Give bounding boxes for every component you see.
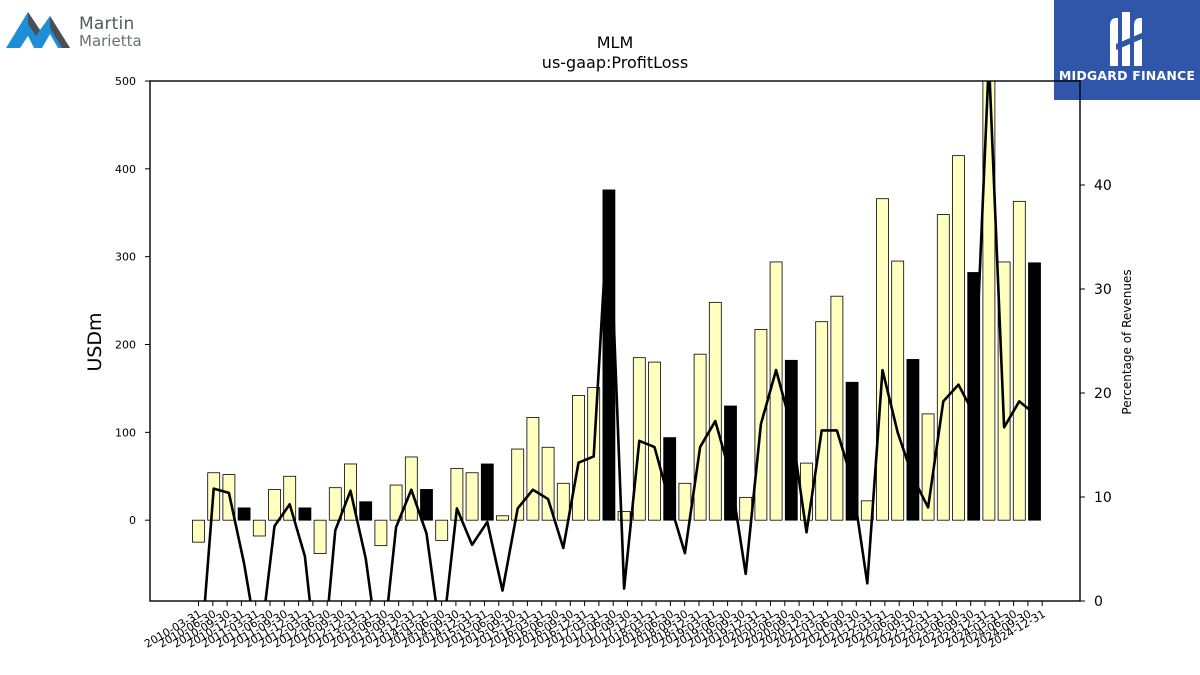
y-tick-label: 500	[115, 75, 136, 88]
bar-quarter	[830, 295, 844, 521]
bar-annual	[420, 489, 433, 521]
y2-tick-label: 0	[1094, 594, 1103, 610]
y-tick-label: 300	[115, 251, 136, 264]
bar-annual	[663, 437, 677, 521]
bar-quarter	[268, 489, 281, 521]
logo-line1: Martin	[79, 14, 135, 34]
y-tick-label: 200	[115, 339, 136, 352]
bar-quarter	[328, 487, 342, 521]
chart-title: MLM	[597, 33, 634, 52]
chart-subtitle: us-gaap:ProfitLoss	[542, 53, 688, 72]
bar-quarter	[678, 482, 692, 521]
bar-quarter	[496, 515, 509, 521]
x-axis-ticks: 2010-03-312010-06-302010-09-302010-12-31…	[142, 601, 1048, 651]
bar-annual	[480, 463, 494, 521]
midgard-logo-label: MIDGARD FINANCE	[1058, 68, 1196, 83]
bar-quarter	[1012, 200, 1026, 521]
y2-tick-label: 20	[1094, 386, 1112, 402]
bar-quarter	[283, 475, 297, 521]
midgard-logo-icon	[1110, 12, 1144, 66]
bar-quarter	[739, 496, 753, 521]
y2-tick-label: 40	[1094, 178, 1112, 194]
bar-annual	[602, 189, 616, 521]
bar-quarter	[450, 467, 464, 521]
martin-marietta-logo: Martin Marietta	[6, 4, 166, 52]
bar-quarter	[936, 214, 950, 521]
midgard-finance-logo: MIDGARD FINANCE	[1054, 0, 1200, 100]
line-series	[203, 81, 1036, 601]
y-tick-label: 400	[115, 163, 136, 176]
bar-quarter	[708, 301, 722, 521]
bar-quarter	[617, 511, 631, 521]
bar-quarter	[632, 357, 646, 521]
bar-quarter	[693, 353, 707, 521]
bar-quarter	[891, 260, 905, 521]
y2-tick-label: 10	[1094, 490, 1112, 506]
bar-quarter	[952, 155, 965, 521]
bar-quarter	[465, 472, 479, 521]
y-tick-label: 100	[115, 426, 136, 439]
logo-line2: Marietta	[79, 32, 142, 50]
bar-quarter	[252, 519, 266, 537]
bar-annual	[359, 501, 373, 521]
bar-quarter	[648, 361, 661, 521]
bar-quarter	[511, 448, 525, 521]
y-tick-label: 0	[129, 514, 136, 527]
bar-quarter	[769, 261, 783, 521]
bar-quarter	[313, 519, 327, 554]
bar-quarter	[192, 519, 205, 543]
axes: 0 100 200 300 400 500 0 10 20 30 40	[115, 75, 1112, 610]
bar-annual	[784, 359, 798, 521]
y-axis-label: USDm	[84, 312, 106, 371]
bar-quarter	[435, 519, 449, 541]
bar-quarter	[572, 395, 585, 521]
y2-axis-label: Percentage of Revenues	[1120, 269, 1134, 414]
bar-quarter	[541, 446, 555, 521]
percentage-line	[203, 81, 1036, 601]
plot-frame	[149, 80, 1081, 602]
bar-annual	[845, 381, 859, 521]
bar-quarter	[526, 417, 540, 521]
bar-quarter	[982, 81, 996, 521]
bar-annual	[298, 507, 312, 521]
bar-series	[192, 81, 1041, 554]
mountain-logo-icon	[6, 12, 70, 48]
bar-annual	[237, 507, 251, 521]
bar-quarter	[876, 198, 889, 521]
bar-annual	[906, 359, 920, 521]
bar-quarter	[389, 484, 403, 521]
bar-annual	[1028, 262, 1041, 521]
bar-quarter	[815, 321, 829, 521]
bar-quarter	[374, 519, 388, 547]
bar-quarter	[556, 482, 570, 521]
y2-tick-label: 30	[1094, 282, 1112, 298]
